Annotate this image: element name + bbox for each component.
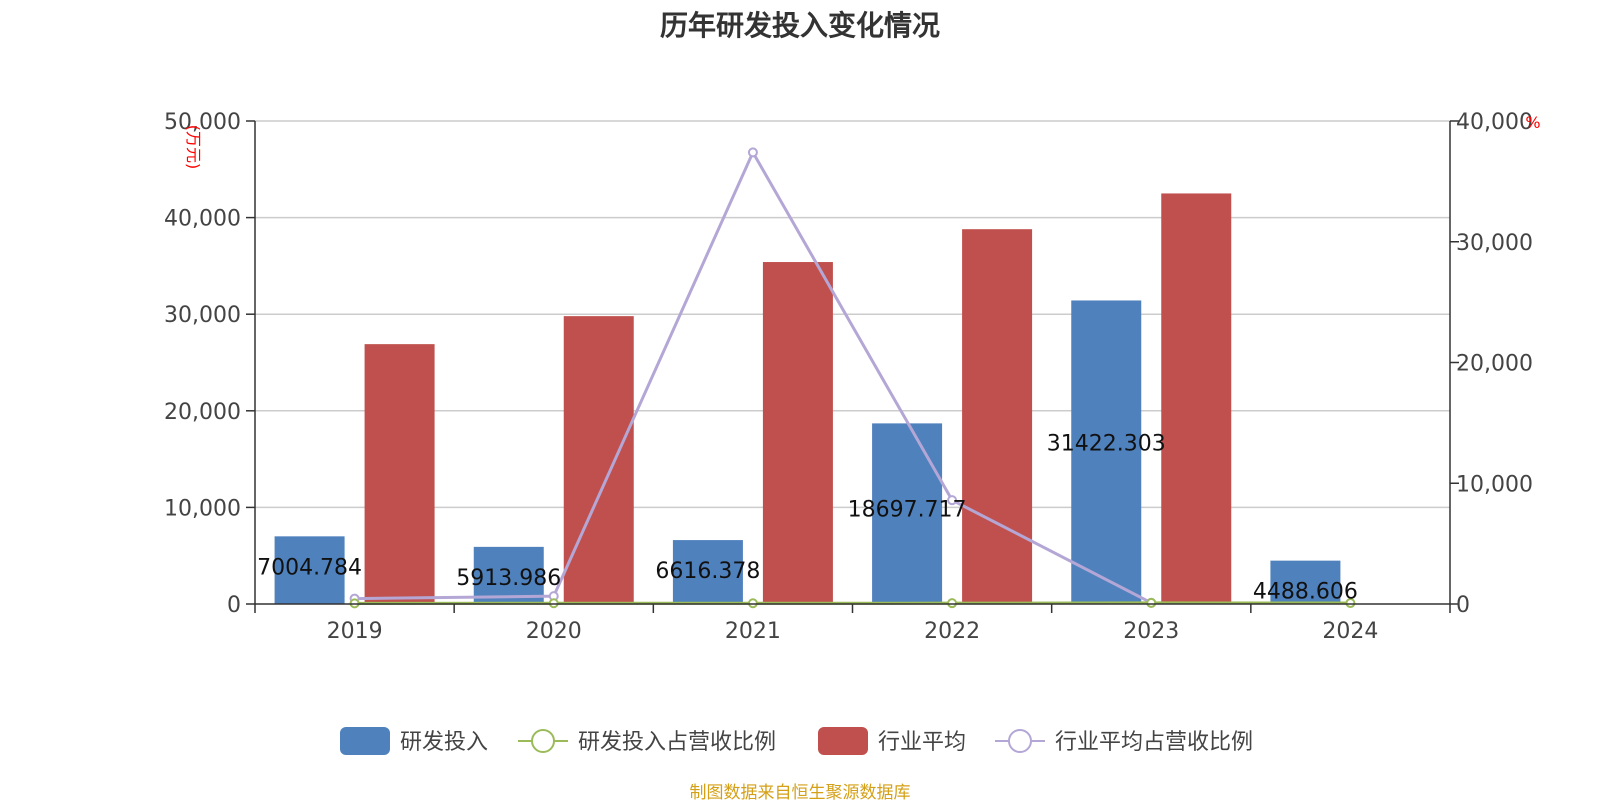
y-left-tick-label: 10,000 bbox=[164, 496, 241, 521]
legend-item: 行业平均 bbox=[818, 727, 966, 755]
source-note: 制图数据来自恒生聚源数据库 bbox=[0, 778, 1600, 803]
y-right-tick-label: 40,000 bbox=[1456, 110, 1533, 135]
y-right-tick-label: 20,000 bbox=[1456, 352, 1533, 377]
y-left-tick-label: 40,000 bbox=[164, 207, 241, 232]
rd-data-label: 5913.986 bbox=[456, 566, 561, 591]
legend-item: 研发投入 bbox=[340, 727, 488, 755]
legend-label: 行业平均 bbox=[878, 730, 966, 755]
legend-label: 行业平均占营收比例 bbox=[1055, 730, 1253, 755]
y-left-tick-label: 20,000 bbox=[164, 400, 241, 425]
industry-bar bbox=[962, 229, 1032, 604]
industry-bar bbox=[365, 344, 435, 604]
legend-swatch bbox=[340, 727, 390, 755]
legend-label: 研发投入占营收比例 bbox=[578, 730, 776, 755]
x-tick-label: 2024 bbox=[1322, 619, 1378, 644]
y-right-tick-label: 0 bbox=[1456, 593, 1470, 618]
rd-data-label: 31422.303 bbox=[1047, 431, 1166, 456]
legend: 研发投入 研发投入占营收比例 行业平均 行业平均占营收比例 bbox=[340, 727, 1253, 755]
y-left-tick-label: 0 bbox=[227, 593, 241, 618]
legend-marker bbox=[1009, 730, 1031, 752]
legend-marker bbox=[532, 730, 554, 752]
x-tick-label: 2022 bbox=[924, 619, 980, 644]
y-left-unit: (万元) bbox=[184, 125, 203, 170]
y-right-tick-label: 30,000 bbox=[1456, 231, 1533, 256]
industry-bar bbox=[564, 316, 634, 604]
industry-bar bbox=[1161, 193, 1231, 604]
bars-layer bbox=[275, 193, 1341, 604]
rd-ratio-point bbox=[1147, 599, 1155, 607]
rd-data-label: 18697.717 bbox=[848, 497, 967, 522]
legend-item: 研发投入占营收比例 bbox=[518, 730, 776, 755]
rd-ratio-point bbox=[948, 599, 956, 607]
rd-data-label: 4488.606 bbox=[1253, 580, 1358, 605]
legend-label: 研发投入 bbox=[400, 730, 488, 755]
x-tick-label: 2021 bbox=[725, 619, 781, 644]
y-right-tick-label: 10,000 bbox=[1456, 472, 1533, 497]
x-tick-label: 2020 bbox=[526, 619, 582, 644]
industry-bar bbox=[763, 262, 833, 604]
x-tick-label: 2019 bbox=[327, 619, 383, 644]
industry-ratio-point bbox=[749, 148, 757, 156]
rd-data-label: 6616.378 bbox=[655, 559, 760, 584]
legend-swatch bbox=[818, 727, 868, 755]
x-tick-label: 2023 bbox=[1123, 619, 1179, 644]
legend-item: 行业平均占营收比例 bbox=[995, 730, 1253, 755]
rd-data-label: 7004.784 bbox=[257, 555, 362, 580]
y-left-tick-label: 30,000 bbox=[164, 303, 241, 328]
y-right-unit: % bbox=[1525, 113, 1540, 132]
